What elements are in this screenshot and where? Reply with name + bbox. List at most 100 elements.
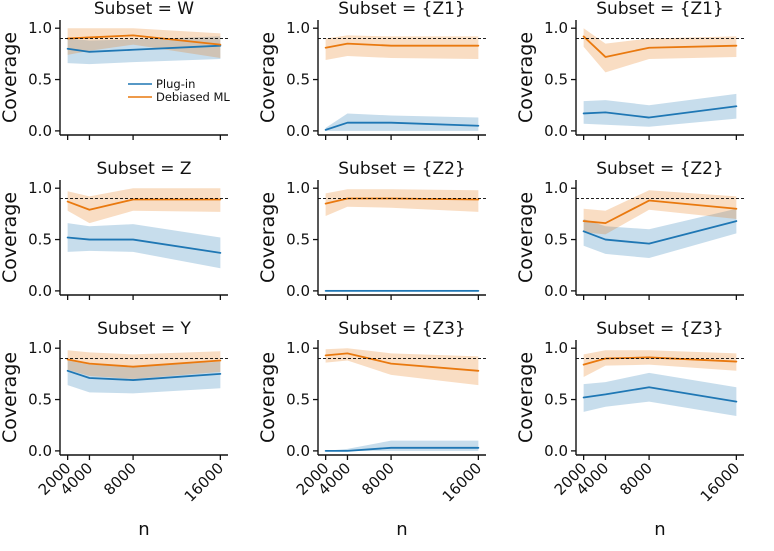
confidence-band-plugin — [583, 372, 737, 416]
y-tick-label: 0.5 — [28, 391, 52, 409]
x-axis-label: n — [138, 519, 149, 540]
y-axis-label-group: Coverage — [257, 352, 279, 443]
y-tick-label: 1.0 — [28, 339, 52, 357]
y-tick-label: 1.0 — [286, 339, 310, 357]
x-tick-label: 16000 — [181, 459, 227, 505]
y-tick-label: 0.5 — [28, 71, 52, 89]
y-tick-label: 1.0 — [544, 19, 568, 37]
y-tick-label: 0.5 — [544, 391, 568, 409]
series-line-debiased — [582, 199, 738, 225]
series-line-plugin — [324, 121, 480, 131]
subplot-1-0: 0.0 0.5 1.0 Coverage Subset = Z — [0, 159, 258, 320]
x-tick-label-group: 8000 — [100, 459, 140, 499]
series-line-plugin — [582, 386, 738, 403]
subplot-canvas: 0.0 0.5 1.0 Coverage Subset = {Z2} — [257, 159, 486, 300]
series-line-debiased — [324, 42, 480, 49]
confidence-band-debiased — [67, 350, 221, 380]
subplot-title: Subset = W — [94, 0, 194, 19]
y-axis-label-group: Coverage — [515, 352, 537, 443]
confidence-band-plugin — [67, 360, 221, 394]
y-axis-label: Coverage — [516, 352, 537, 443]
legend-label-debiased: Debiased ML — [156, 90, 230, 104]
subplot-title: Subset = Y — [97, 320, 191, 339]
y-axis-label-group: Coverage — [0, 352, 21, 443]
x-tick-label: 8000 — [100, 459, 140, 499]
y-axis-label-group: Coverage — [0, 32, 21, 123]
y-tick-label: 0.0 — [28, 122, 52, 140]
y-tick-label: 0.0 — [544, 122, 568, 140]
x-tick-label-group: 8000 — [616, 459, 656, 499]
y-tick-label: 0.0 — [28, 442, 52, 460]
subplot-canvas: 0.0 0.5 1.0 Coverage Subset = {Z1} — [515, 0, 744, 140]
subplot-title: Subset = {Z2} — [596, 160, 723, 179]
legend-label-plugin: Plug-in — [156, 77, 195, 91]
y-axis-label-group: Coverage — [515, 32, 537, 123]
y-tick-label: 1.0 — [544, 179, 568, 197]
x-tick-label: 8000 — [358, 459, 398, 499]
y-tick-label: 1.0 — [286, 19, 310, 37]
confidence-band-plugin — [583, 208, 737, 259]
y-tick-label: 1.0 — [28, 179, 52, 197]
x-tick-label-group: 16000 — [181, 459, 227, 505]
y-axis-label: Coverage — [0, 352, 21, 443]
series-line-plugin — [582, 105, 738, 119]
x-tick-label: 16000 — [439, 459, 485, 505]
y-tick-label: 0.0 — [544, 442, 568, 460]
confidence-band-plugin — [67, 36, 221, 65]
y-axis-label: Coverage — [0, 192, 21, 283]
subplot-title: Subset = {Z1} — [596, 0, 723, 19]
x-tick-label-group: 16000 — [439, 459, 485, 505]
series-line-debiased — [582, 35, 738, 58]
y-axis-label: Coverage — [258, 32, 279, 123]
series-line-plugin — [66, 44, 222, 53]
confidence-band-debiased — [325, 35, 479, 61]
y-axis-label: Coverage — [258, 352, 279, 443]
series-line-plugin — [66, 236, 222, 254]
y-axis-label: Coverage — [258, 192, 279, 283]
x-axis-label: n — [654, 519, 665, 540]
series-line-plugin — [66, 369, 222, 381]
subplot-2-2: 0.0 0.5 1.0 2000 4000 8000 16000 n Coverage Subse… — [515, 319, 774, 547]
subplot-title: Subset = {Z3} — [596, 320, 723, 339]
y-tick-label: 0.0 — [286, 442, 310, 460]
subplot-title: Subset = {Z2} — [338, 160, 465, 179]
y-axis-label-group: Coverage — [257, 192, 279, 283]
series-line-debiased — [66, 34, 222, 46]
y-tick-label: 0.5 — [544, 231, 568, 249]
y-tick-label: 0.0 — [28, 282, 52, 300]
confidence-band-debiased — [67, 28, 221, 58]
series-line-debiased — [66, 198, 222, 211]
y-tick-label: 0.0 — [544, 282, 568, 300]
series-line-plugin — [324, 446, 480, 452]
subplot-canvas: 0.0 0.5 1.0 Coverage Subset = {Z1} — [257, 0, 486, 140]
y-tick-label: 0.0 — [286, 122, 310, 140]
x-tick-label: 16000 — [697, 459, 743, 505]
y-axis-label: Coverage — [516, 192, 537, 283]
y-axis-label: Coverage — [516, 32, 537, 123]
series-line-debiased — [66, 358, 222, 368]
y-axis-label-group: Coverage — [257, 32, 279, 123]
subplot-0-0: 0.0 0.5 1.0 Coverage Subset = W Plug-in Debias… — [0, 0, 258, 160]
subplot-1-2: 0.0 0.5 1.0 Coverage Subset = {Z2} — [515, 159, 774, 320]
y-tick-label: 0.5 — [544, 71, 568, 89]
subplot-0-1: 0.0 0.5 1.0 Coverage Subset = {Z1} — [257, 0, 516, 160]
y-tick-label: 0.5 — [286, 71, 310, 89]
subplot-canvas: 0.0 0.5 1.0 Coverage Subset = W Plug-inDebias… — [0, 0, 230, 140]
y-axis-label-group: Coverage — [515, 192, 537, 283]
y-tick-label: 1.0 — [544, 339, 568, 357]
subplot-title: Subset = {Z3} — [338, 320, 465, 339]
series-line-plugin — [582, 220, 738, 245]
confidence-band-debiased — [67, 188, 221, 224]
x-axis-label: n — [396, 519, 407, 540]
confidence-band-debiased — [325, 189, 479, 216]
subplot-2-0: 0.0 0.5 1.0 2000 4000 8000 16000 n Coverage Subse… — [0, 319, 258, 547]
y-tick-label: 0.5 — [28, 231, 52, 249]
x-tick-label: 8000 — [616, 459, 656, 499]
confidence-band-debiased — [583, 28, 737, 73]
y-axis-label-group: Coverage — [0, 192, 21, 283]
confidence-band-plugin — [583, 93, 737, 127]
series-line-debiased — [582, 356, 738, 366]
subplot-canvas: 0.0 0.5 1.0 Coverage Subset = Z — [0, 159, 228, 300]
